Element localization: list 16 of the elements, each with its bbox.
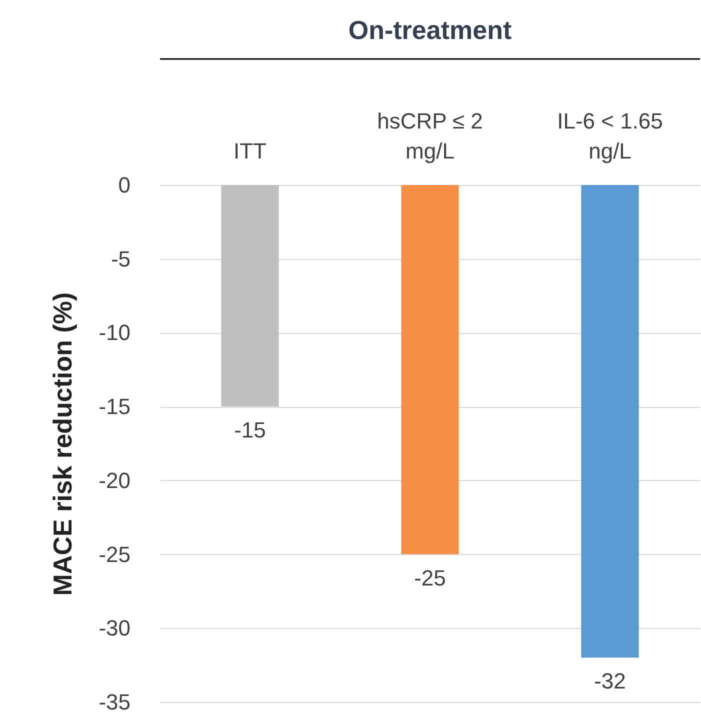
y-tick-label: -30	[98, 616, 130, 641]
data-label: -25	[414, 565, 446, 590]
y-axis-title: MACE risk reduction (%)	[48, 292, 78, 596]
y-tick-label: 0	[118, 172, 130, 198]
data-label: -32	[594, 668, 626, 694]
data-label: -15	[234, 418, 266, 443]
y-tick-label: -35	[98, 690, 130, 713]
y-tick-label: -25	[98, 542, 130, 567]
x-tick-label: ITT	[234, 138, 266, 164]
y-tick-label: -20	[98, 468, 130, 493]
chart-title: On-treatment	[348, 15, 512, 45]
x-tick-label: IL-6 < 1.65 ng/L	[557, 108, 663, 164]
y-tick-label: -10	[98, 320, 130, 346]
y-tick-label: -15	[98, 394, 130, 420]
x-tick-label: hsCRP ≤ 2 mg/L	[377, 108, 483, 164]
y-tick-label: -5	[110, 246, 130, 272]
